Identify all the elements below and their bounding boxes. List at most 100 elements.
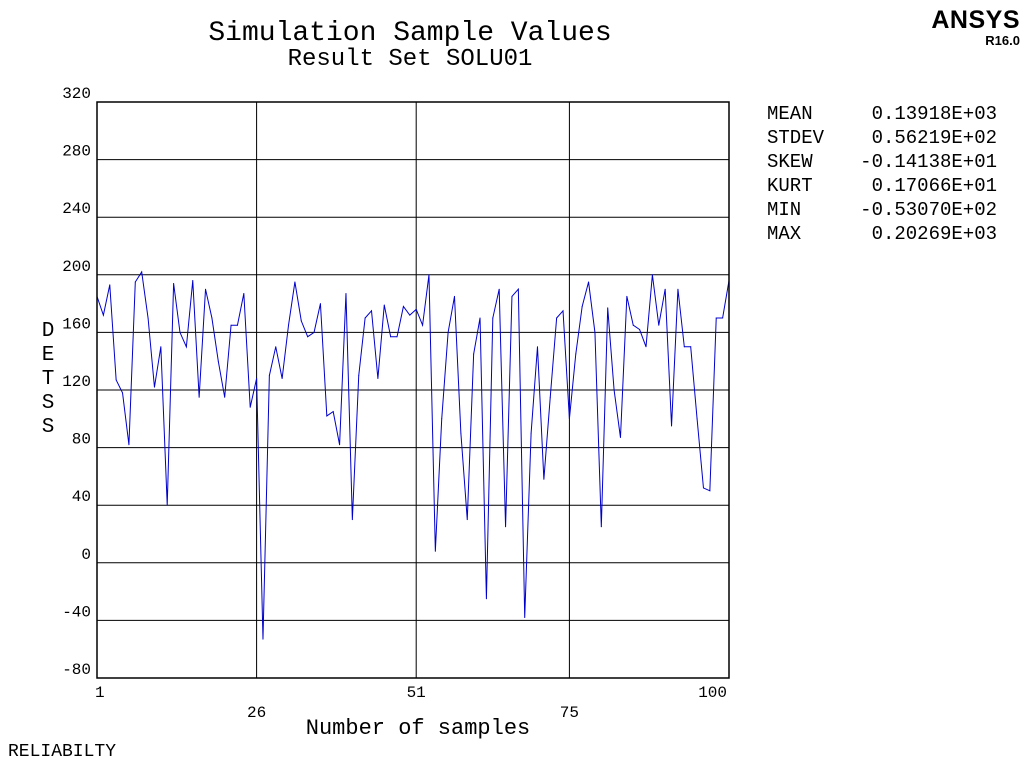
stat-value: 0.17066E+01 bbox=[871, 175, 997, 197]
data-point bbox=[173, 282, 175, 284]
y-tick-label: 320 bbox=[62, 85, 91, 103]
data-point bbox=[556, 317, 558, 319]
y-axis-label-char: E bbox=[42, 344, 55, 367]
data-point bbox=[243, 293, 245, 295]
ansys-logo: ANSYS R16.0 bbox=[931, 6, 1020, 48]
data-point bbox=[677, 288, 679, 290]
data-point bbox=[613, 389, 615, 391]
stat-row-min: MIN -0.53070E+02 bbox=[767, 198, 997, 222]
data-point bbox=[281, 377, 283, 379]
data-point bbox=[179, 331, 181, 333]
data-point bbox=[236, 324, 238, 326]
stat-name: KURT bbox=[767, 175, 813, 197]
y-tick-label: 120 bbox=[62, 373, 91, 391]
y-axis-label-char: D bbox=[42, 320, 55, 343]
data-point bbox=[447, 331, 449, 333]
data-point bbox=[339, 444, 341, 446]
data-point bbox=[434, 550, 436, 552]
stat-row-stdev: STDEV 0.56219E+02 bbox=[767, 126, 997, 150]
data-point bbox=[326, 415, 328, 417]
y-tick-label: 160 bbox=[62, 315, 91, 333]
data-point bbox=[300, 320, 302, 322]
data-point bbox=[134, 281, 136, 283]
stat-name: SKEW bbox=[767, 151, 813, 173]
y-tick-label: 240 bbox=[62, 200, 91, 218]
data-point bbox=[639, 329, 641, 331]
data-point bbox=[262, 638, 264, 640]
y-axis-label-char: T bbox=[42, 368, 55, 391]
data-point bbox=[588, 281, 590, 283]
series-line bbox=[96, 270, 730, 640]
statistics-panel: MEAN 0.13918E+03 STDEV 0.56219E+02 SKEW -0.… bbox=[767, 102, 997, 246]
data-point bbox=[524, 617, 526, 619]
data-point bbox=[383, 304, 385, 306]
data-point bbox=[453, 295, 455, 297]
stat-name: STDEV bbox=[767, 127, 825, 149]
data-point bbox=[345, 293, 347, 295]
data-point bbox=[671, 425, 673, 427]
stat-value: 0.13918E+03 bbox=[871, 103, 997, 125]
stat-row-mean: MEAN 0.13918E+03 bbox=[767, 102, 997, 126]
data-point bbox=[715, 317, 717, 319]
chart-title: Simulation Sample Values bbox=[208, 18, 612, 49]
data-point bbox=[460, 432, 462, 434]
stat-value: 0.56219E+02 bbox=[871, 127, 997, 149]
data-point bbox=[230, 324, 232, 326]
plot-frame bbox=[96, 101, 730, 679]
y-tick-labels: -80 -40 0 40 80 120 160 200 240 280 320 bbox=[62, 85, 91, 679]
data-point bbox=[530, 432, 532, 434]
data-point bbox=[549, 396, 551, 398]
data-point bbox=[683, 346, 685, 348]
data-point bbox=[562, 310, 564, 312]
data-point bbox=[498, 288, 500, 290]
data-point bbox=[473, 353, 475, 355]
data-point bbox=[122, 392, 124, 394]
data-point bbox=[288, 324, 290, 326]
data-point bbox=[415, 308, 417, 310]
data-point bbox=[581, 305, 583, 307]
data-point bbox=[371, 310, 373, 312]
stat-row-max: MAX 0.20269E+03 bbox=[767, 222, 997, 246]
y-tick-label: -40 bbox=[62, 603, 91, 621]
data-point bbox=[396, 336, 398, 338]
data-point bbox=[536, 346, 538, 348]
y-tick-label: 40 bbox=[72, 488, 91, 506]
data-point bbox=[185, 346, 187, 348]
data-point bbox=[268, 375, 270, 377]
data-point bbox=[600, 526, 602, 528]
data-point bbox=[422, 324, 424, 326]
stat-name: MIN bbox=[767, 199, 802, 221]
logo-name: ANSYS bbox=[931, 6, 1020, 34]
data-point bbox=[645, 346, 647, 348]
data-point bbox=[351, 519, 353, 521]
data-point bbox=[102, 314, 104, 316]
data-point bbox=[479, 317, 481, 319]
data-point bbox=[294, 281, 296, 283]
data-point bbox=[332, 411, 334, 413]
data-point bbox=[664, 288, 666, 290]
data-point bbox=[205, 288, 207, 290]
data-point bbox=[128, 444, 130, 446]
data-point bbox=[402, 305, 404, 307]
data-point bbox=[626, 295, 628, 297]
data-point bbox=[390, 336, 392, 338]
y-tick-label: 0 bbox=[81, 546, 91, 564]
y-tick-label: -80 bbox=[62, 661, 91, 679]
data-point bbox=[505, 526, 507, 528]
data-point bbox=[709, 490, 711, 492]
data-point bbox=[313, 331, 315, 333]
data-point bbox=[153, 386, 155, 388]
footer-label: RELIABILTY bbox=[8, 742, 117, 762]
data-point bbox=[517, 288, 519, 290]
x-axis-label: Number of samples bbox=[306, 716, 530, 741]
stat-value: -0.53070E+02 bbox=[860, 199, 997, 221]
data-point bbox=[568, 418, 570, 420]
data-point bbox=[160, 346, 162, 348]
chart-grid bbox=[96, 101, 730, 679]
y-axis-label-char: S bbox=[42, 416, 55, 439]
data-point bbox=[658, 324, 660, 326]
data-point bbox=[141, 271, 143, 273]
chart-subtitle: Result Set SOLU01 bbox=[287, 46, 533, 73]
logo-version: R16.0 bbox=[985, 33, 1020, 48]
